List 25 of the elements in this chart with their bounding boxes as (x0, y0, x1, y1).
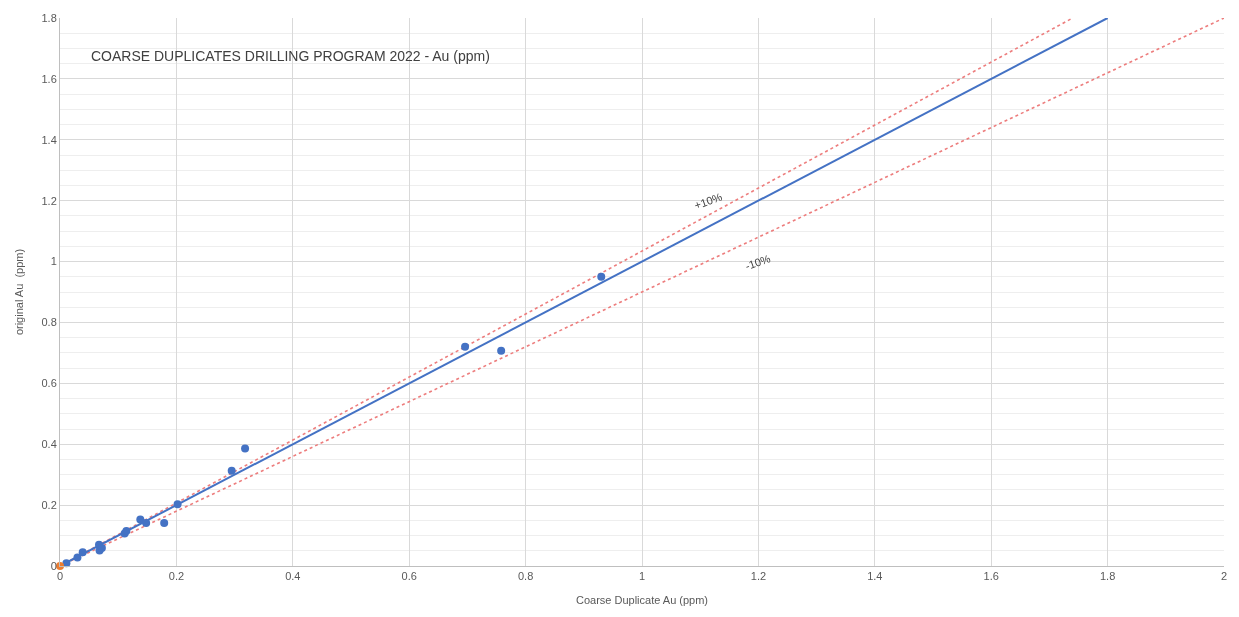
y-tick-label: 1 (50, 255, 57, 268)
y-tick-label: 0.6 (41, 377, 57, 390)
x-tick-label: 2 (1220, 570, 1228, 583)
y-tick-label: 1.6 (41, 72, 57, 85)
y-axis-title: original Au (ppm) (13, 248, 26, 336)
x-tick-label: 1.4 (867, 570, 883, 583)
x-tick-label: 1.8 (1099, 570, 1116, 583)
y-tick-label: 1.2 (41, 194, 57, 207)
x-tick-label: 0.2 (168, 570, 185, 583)
x-tick-label: 1.2 (750, 570, 767, 583)
y-tick-label: 0 (50, 559, 57, 572)
y-tick-label: 0.4 (41, 438, 57, 451)
y-tick-label: 1.4 (41, 133, 57, 146)
x-tick-label: 1.6 (983, 570, 999, 583)
x-axis-title: Coarse Duplicate Au (ppm) (575, 594, 709, 607)
x-tick-label: 0.6 (401, 570, 417, 583)
x-tick-label: 0.4 (285, 570, 301, 583)
y-tick-label: 0.8 (41, 316, 57, 329)
text: COARSE DUPLICATES DRILLING PROGRAM 2022 - Au (ppm) (91, 48, 490, 64)
y-tick-label: 1.8 (41, 11, 57, 24)
annotation: -10% (743, 252, 773, 273)
x-tick-label: 0.8 (517, 570, 534, 583)
x-tick-label: 1 (638, 570, 646, 583)
y-tick-label: 0.2 (41, 498, 57, 511)
annotation: +10% (692, 190, 724, 212)
